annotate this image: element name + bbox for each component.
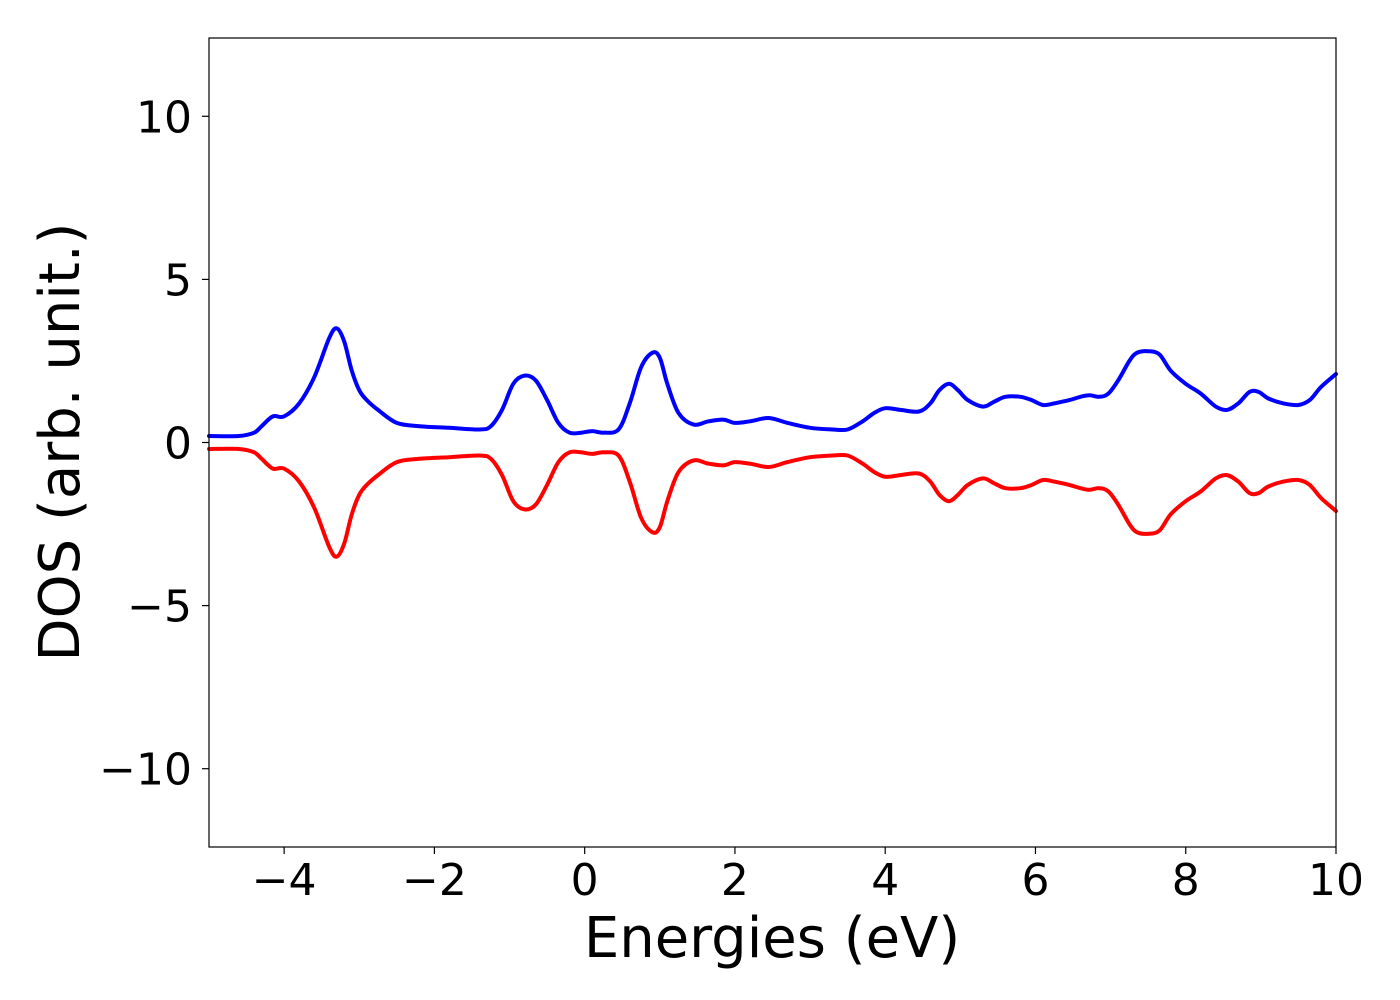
- y-tick-label: −10: [99, 745, 192, 796]
- y-tick-label: 10: [136, 92, 192, 143]
- x-axis-label: Energies (eV): [584, 906, 960, 971]
- y-tick-label: 0: [164, 419, 192, 470]
- y-tick-label: −5: [127, 582, 192, 633]
- x-tick-label: −2: [402, 855, 467, 906]
- axes-frame: [208, 37, 1337, 848]
- x-tick-label: 8: [1172, 855, 1200, 906]
- x-tick-label: 2: [721, 855, 749, 906]
- dos-series-1: [207, 446, 1338, 559]
- x-ticks: −4 −2 0 2 4 6 8 10: [252, 847, 1364, 906]
- x-tick-label: 6: [1021, 855, 1049, 906]
- x-tick-label: 4: [871, 855, 899, 906]
- y-ticks: −10 −5 0 5 10: [99, 92, 209, 796]
- series-layer: [207, 326, 1338, 559]
- y-tick-label: 5: [164, 255, 192, 306]
- x-tick-label: 10: [1308, 855, 1364, 906]
- x-tick-label: −4: [252, 855, 317, 906]
- x-tick-label: 0: [571, 855, 599, 906]
- plot-area: [207, 37, 1338, 848]
- dos-series-0: [207, 326, 1338, 439]
- y-axis-label: DOS (arb. unit.): [28, 222, 93, 661]
